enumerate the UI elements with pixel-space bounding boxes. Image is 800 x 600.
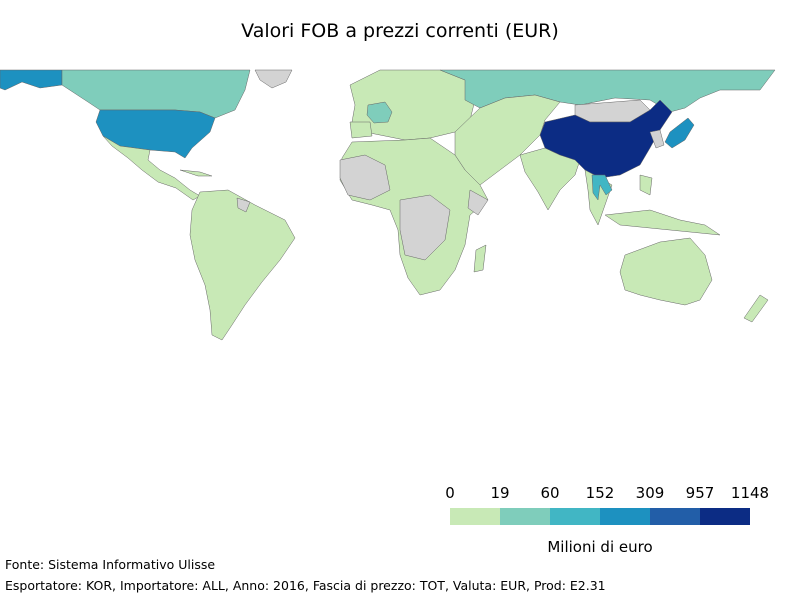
legend-tick: 60 <box>540 484 560 502</box>
region-japan[interactable] <box>664 117 695 149</box>
region-horn-africa[interactable] <box>467 189 489 216</box>
legend-tick: 0 <box>445 484 455 502</box>
legend-tick: 1148 <box>730 484 770 502</box>
region-greenland[interactable] <box>254 69 293 89</box>
region-france[interactable] <box>366 101 393 124</box>
legend-swatch <box>650 508 700 525</box>
region-usa[interactable] <box>95 109 216 159</box>
map-legend: 0 19 60 152 309 957 1148 Milioni di euro <box>445 480 769 560</box>
world-choropleth-map <box>0 69 776 341</box>
region-africa-sahel[interactable] <box>339 154 391 201</box>
legend-swatch <box>600 508 650 525</box>
legend-tick: 957 <box>685 484 715 502</box>
query-details: Esportatore: KOR, Importatore: ALL, Anno… <box>5 578 606 593</box>
region-thailand-vietnam[interactable] <box>591 174 613 201</box>
region-philippines[interactable] <box>639 174 653 196</box>
legend-swatch <box>550 508 600 525</box>
region-alaska[interactable] <box>0 69 63 91</box>
region-south-america[interactable] <box>189 189 296 341</box>
legend-tick: 309 <box>635 484 665 502</box>
region-china[interactable] <box>539 99 673 179</box>
legend-color-scale <box>450 508 750 525</box>
region-new-zealand[interactable] <box>743 294 769 323</box>
region-madagascar[interactable] <box>473 244 487 273</box>
legend-swatch <box>450 508 500 525</box>
region-iberia[interactable] <box>349 121 373 139</box>
region-korea[interactable] <box>649 129 665 149</box>
region-australia[interactable] <box>619 237 713 306</box>
legend-swatch <box>700 508 750 525</box>
legend-title: Milioni di euro <box>547 538 653 556</box>
region-central-africa[interactable] <box>399 194 451 261</box>
region-maritime-se-asia[interactable] <box>604 209 721 236</box>
region-russia[interactable] <box>439 69 776 113</box>
region-guyana[interactable] <box>236 197 251 213</box>
legend-tick: 152 <box>585 484 615 502</box>
legend-tick: 19 <box>490 484 510 502</box>
legend-swatch <box>500 508 550 525</box>
region-caribbean[interactable] <box>179 169 213 177</box>
map-title: Valori FOB a prezzi correnti (EUR) <box>241 20 559 42</box>
source-note: Fonte: Sistema Informativo Ulisse <box>5 557 216 572</box>
